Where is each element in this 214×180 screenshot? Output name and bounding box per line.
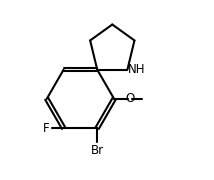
- Text: Br: Br: [91, 144, 104, 157]
- Text: O: O: [125, 92, 135, 105]
- Text: F: F: [43, 122, 49, 134]
- Text: NH: NH: [128, 63, 146, 76]
